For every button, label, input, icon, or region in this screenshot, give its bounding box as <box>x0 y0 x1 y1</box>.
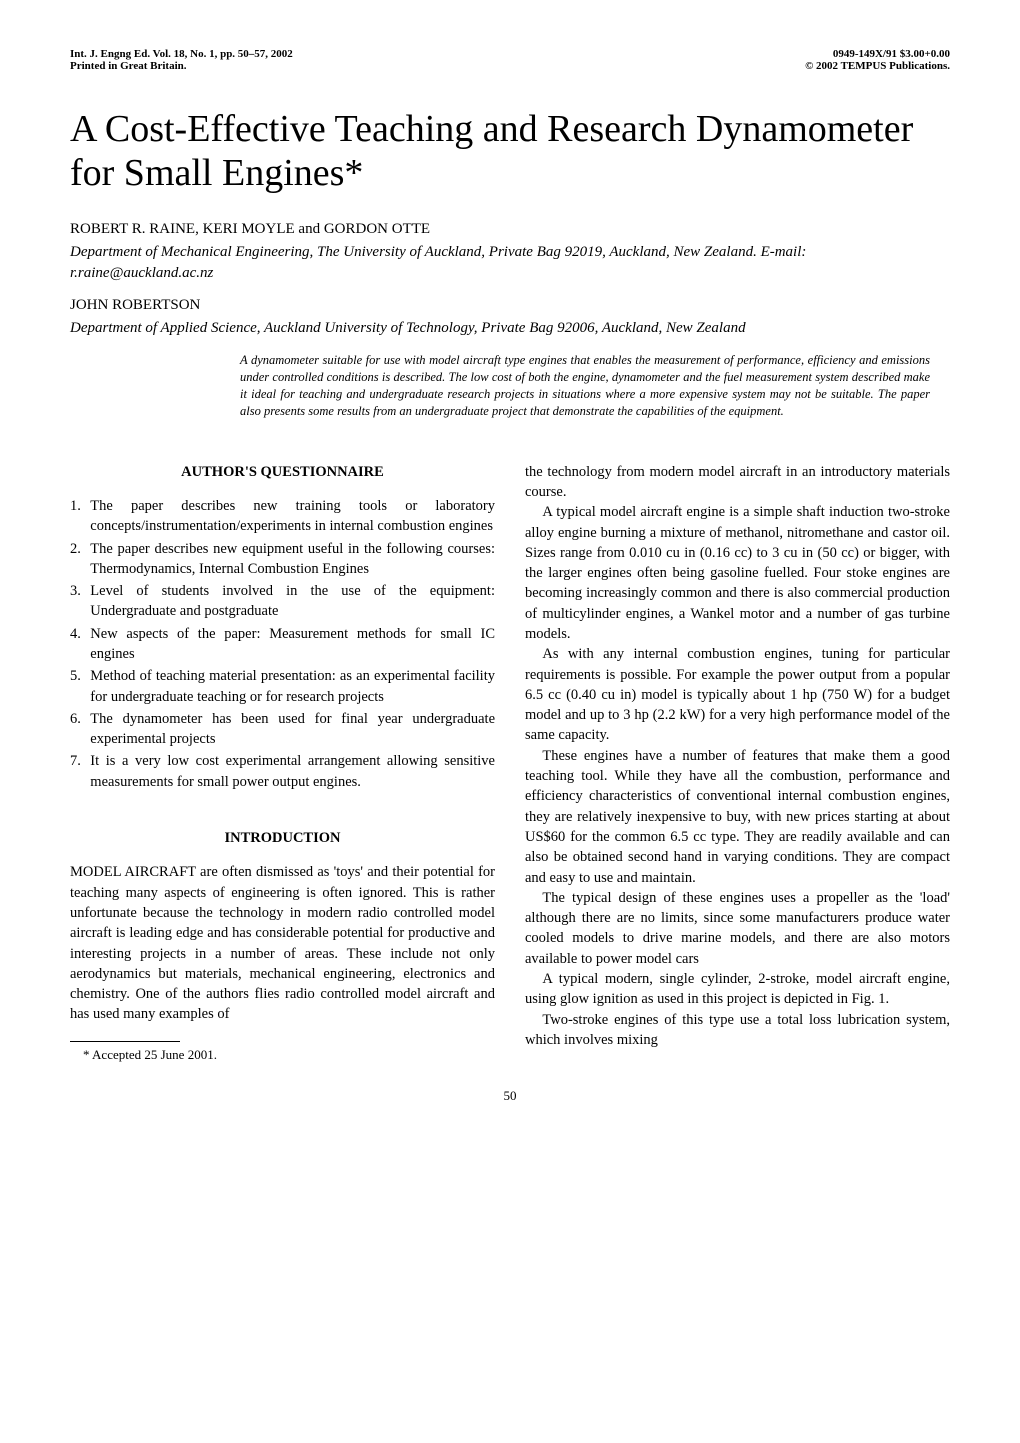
body-paragraph: A typical model aircraft engine is a sim… <box>525 502 950 644</box>
list-text: New aspects of the paper: Measurement me… <box>90 624 495 665</box>
section-heading-questionnaire: AUTHOR'S QUESTIONNAIRE <box>70 462 495 482</box>
list-number: 3. <box>70 581 90 622</box>
footnote-accepted: * Accepted 25 June 2001. <box>70 1046 495 1064</box>
list-item: 1.The paper describes new training tools… <box>70 496 495 537</box>
authors-line-1: ROBERT R. RAINE, KERI MOYLE and GORDON O… <box>70 221 950 238</box>
intro-paragraph: MODEL AIRCRAFT are often dismissed as 't… <box>70 862 495 1024</box>
right-column: the technology from modern model aircraf… <box>525 462 950 1064</box>
list-text: Method of teaching material presentation… <box>90 666 495 707</box>
body-paragraph: Two-stroke engines of this type use a to… <box>525 1010 950 1051</box>
two-column-body: AUTHOR'S QUESTIONNAIRE 1.The paper descr… <box>70 462 950 1064</box>
body-paragraph: As with any internal combustion engines,… <box>525 644 950 745</box>
body-paragraph: the technology from modern model aircraf… <box>525 462 950 503</box>
left-column: AUTHOR'S QUESTIONNAIRE 1.The paper descr… <box>70 462 495 1064</box>
paper-title: A Cost-Effective Teaching and Research D… <box>70 108 950 195</box>
questionnaire-list: 1.The paper describes new training tools… <box>70 496 495 792</box>
list-text: The paper describes new equipment useful… <box>90 539 495 580</box>
running-header: Int. J. Engng Ed. Vol. 18, No. 1, pp. 50… <box>70 48 950 72</box>
copyright-line: © 2002 TEMPUS Publications. <box>805 60 950 72</box>
section-heading-introduction: INTRODUCTION <box>70 828 495 848</box>
abstract-block: A dynamometer suitable for use with mode… <box>240 352 930 420</box>
authors-line-2: JOHN ROBERTSON <box>70 297 950 314</box>
issn-price: 0949-149X/91 $3.00+0.00 <box>805 48 950 60</box>
list-number: 7. <box>70 751 90 792</box>
list-item: 3.Level of students involved in the use … <box>70 581 495 622</box>
body-paragraph: A typical modern, single cylinder, 2-str… <box>525 969 950 1010</box>
list-number: 5. <box>70 666 90 707</box>
body-paragraph: These engines have a number of features … <box>525 746 950 888</box>
page-number: 50 <box>70 1088 950 1104</box>
list-number: 2. <box>70 539 90 580</box>
list-text: The paper describes new training tools o… <box>90 496 495 537</box>
body-paragraph: The typical design of these engines uses… <box>525 888 950 969</box>
list-text: It is a very low cost experimental arran… <box>90 751 495 792</box>
list-item: 4.New aspects of the paper: Measurement … <box>70 624 495 665</box>
list-text: The dynamometer has been used for final … <box>90 709 495 750</box>
footnote-separator <box>70 1041 180 1042</box>
affiliation-1: Department of Mechanical Engineering, Th… <box>70 242 950 283</box>
list-number: 1. <box>70 496 90 537</box>
header-right: 0949-149X/91 $3.00+0.00 © 2002 TEMPUS Pu… <box>805 48 950 72</box>
list-item: 5.Method of teaching material presentati… <box>70 666 495 707</box>
list-text: Level of students involved in the use of… <box>90 581 495 622</box>
list-number: 4. <box>70 624 90 665</box>
list-number: 6. <box>70 709 90 750</box>
list-item: 2.The paper describes new equipment usef… <box>70 539 495 580</box>
list-item: 7.It is a very low cost experimental arr… <box>70 751 495 792</box>
print-location: Printed in Great Britain. <box>70 60 293 72</box>
journal-ref: Int. J. Engng Ed. Vol. 18, No. 1, pp. 50… <box>70 48 293 60</box>
affiliation-2: Department of Applied Science, Auckland … <box>70 318 950 338</box>
header-left: Int. J. Engng Ed. Vol. 18, No. 1, pp. 50… <box>70 48 293 72</box>
list-item: 6.The dynamometer has been used for fina… <box>70 709 495 750</box>
